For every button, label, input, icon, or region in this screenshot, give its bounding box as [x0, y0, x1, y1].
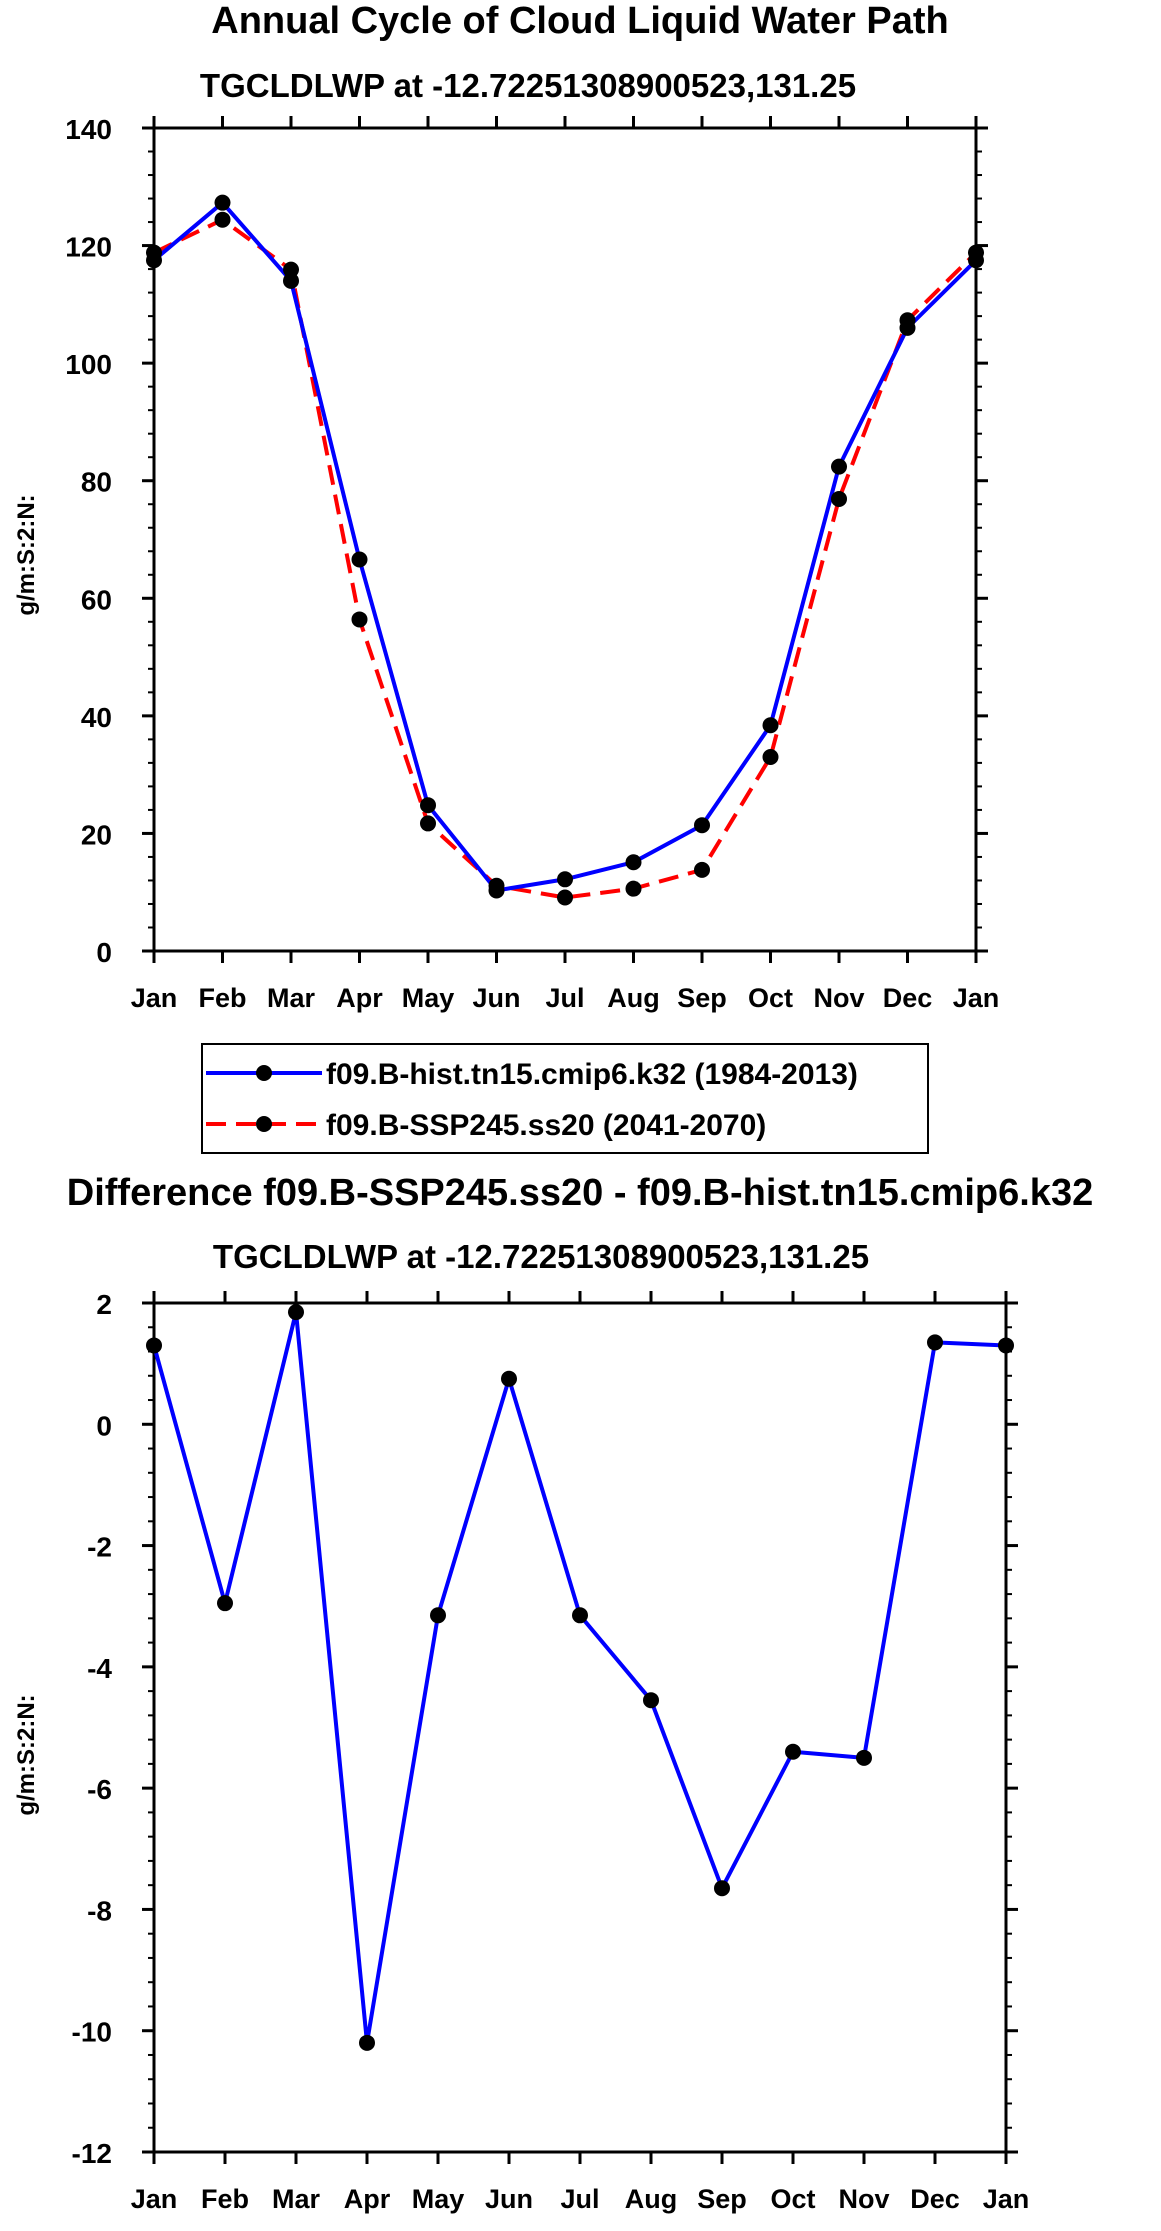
data-point-1	[351, 611, 368, 628]
plot-frame	[152, 1301, 1008, 2154]
y-tick-label: 2	[96, 1289, 112, 1320]
x-tick-label: Sep	[677, 983, 727, 1013]
plot-area: 0 20 40 60 80 100 120 140 Jan Feb Mar Apr May Jun Jul A…	[65, 114, 999, 1013]
y-axis-label: g/m:S:2:N:	[13, 1694, 40, 1815]
data-point-1	[831, 490, 847, 507]
data-point-0	[146, 1337, 162, 1354]
x-tick-label: Jun	[485, 2184, 533, 2214]
y-axis-label: g/m:S:2:N:	[13, 494, 40, 615]
annual-cycle-chart: Annual Cycle of Cloud Liquid Water Path …	[13, 0, 999, 1154]
data-point-0	[643, 1692, 659, 1709]
x-tick-label: Feb	[201, 2184, 249, 2214]
data-point-0	[557, 871, 573, 888]
data-point-0	[501, 1370, 517, 1387]
y-tick-label: 40	[81, 702, 112, 733]
y-tick-label: 140	[65, 114, 112, 145]
data-point-1	[283, 261, 299, 278]
y-tick-label: -4	[87, 1653, 112, 1684]
series-line-0	[152, 1310, 1007, 2045]
difference-chart: Difference f09.B-SSP245.ss20 - f09.B-his…	[13, 1172, 1093, 2214]
plot-frame	[152, 126, 978, 953]
x-tick-label: Aug	[607, 983, 659, 1013]
y-tick-label: 100	[65, 349, 112, 380]
x-tick-label: Dec	[910, 2184, 960, 2214]
data-point-0	[762, 717, 779, 734]
x-tick-label: Sep	[697, 2184, 747, 2214]
data-point-0	[288, 1304, 304, 1321]
x-tick-label: Jan	[131, 2184, 178, 2214]
data-point-0	[856, 1749, 872, 1766]
y-tick-label: -6	[87, 1774, 112, 1805]
y-tick-label: -12	[72, 2138, 112, 2169]
data-point-0	[572, 1607, 588, 1624]
y-tick-label: 0	[96, 1410, 112, 1441]
y-tick-label: -10	[72, 2017, 112, 2048]
x-tick-label: May	[412, 2184, 465, 2214]
legend-label-hist: f09.B-hist.tn15.cmip6.k32 (1984-2013)	[326, 1058, 858, 1091]
x-tick-label: Jan	[983, 2184, 1030, 2214]
data-point-0	[785, 1743, 801, 1760]
data-point-0	[351, 551, 368, 568]
data-point-0	[420, 797, 436, 814]
x-tick-label: Jan	[953, 983, 1000, 1013]
legend-box	[201, 1043, 929, 1154]
x-tick-label: Feb	[198, 983, 246, 1013]
y-tick-label: -2	[87, 1532, 112, 1563]
x-tick-label: Oct	[748, 983, 793, 1013]
x-tick-label: Nov	[838, 2184, 889, 2214]
data-point-0	[625, 854, 642, 871]
y-tick-label: 60	[81, 584, 112, 615]
data-point-1	[968, 244, 984, 261]
legend-marker-hist	[256, 1065, 272, 1081]
data-point-0	[831, 458, 847, 475]
data-point-0	[359, 2034, 375, 2051]
data-point-0	[214, 194, 231, 211]
y-tick-label: -8	[87, 1895, 112, 1926]
data-point-1	[420, 815, 436, 832]
x-tick-label: Nov	[813, 983, 864, 1013]
chart-subtitle: TGCLDLWP at -12.72251308900523,131.25	[200, 67, 856, 104]
data-point-0	[283, 272, 299, 289]
series-line-0	[152, 200, 978, 893]
chart-title: Annual Cycle of Cloud Liquid Water Path	[211, 0, 949, 42]
data-point-0	[217, 1595, 233, 1612]
chart-subtitle: TGCLDLWP at -12.72251308900523,131.25	[213, 1238, 869, 1275]
chart-title: Difference f09.B-SSP245.ss20 - f09.B-his…	[67, 1172, 1093, 1214]
data-point-0	[714, 1880, 730, 1897]
x-tick-label: Aug	[625, 2184, 677, 2214]
x-tick-label: Oct	[770, 2184, 815, 2214]
data-point-1	[146, 244, 162, 261]
data-point-1	[694, 861, 710, 878]
data-point-1	[488, 877, 505, 894]
y-tick-label: 120	[65, 232, 112, 263]
plot-area: -12 -10 -8 -6 -4 -2 0 2 Jan Feb Mar Apr May Jun Jul Aug…	[72, 1289, 1030, 2214]
data-point-0	[694, 817, 710, 834]
x-tick-label: May	[402, 983, 455, 1013]
data-point-1	[762, 749, 779, 766]
legend-label-ssp: f09.B-SSP245.ss20 (2041-2070)	[326, 1109, 766, 1142]
data-point-1	[625, 880, 642, 897]
x-tick-label: Jul	[560, 2184, 599, 2214]
y-tick-label: 0	[96, 937, 112, 968]
y-tick-label: 80	[81, 467, 112, 498]
x-tick-label: Apr	[336, 983, 383, 1013]
x-tick-label: Apr	[344, 2184, 391, 2214]
legend: f09.B-hist.tn15.cmip6.k32 (1984-2013) f0…	[201, 1043, 929, 1154]
x-tick-label: Mar	[272, 2184, 321, 2214]
y-tick-label: 20	[81, 819, 112, 850]
data-point-0	[998, 1337, 1014, 1354]
data-point-1	[557, 889, 573, 906]
data-point-1	[214, 211, 231, 228]
x-tick-label: Jun	[472, 983, 520, 1013]
data-point-0	[927, 1334, 943, 1351]
x-tick-label: Mar	[267, 983, 316, 1013]
x-tick-label: Jul	[545, 983, 584, 1013]
x-tick-label: Dec	[883, 983, 933, 1013]
data-point-0	[430, 1607, 446, 1624]
series-line-1	[153, 217, 978, 900]
data-point-1	[899, 312, 916, 329]
legend-marker-ssp	[256, 1116, 272, 1132]
x-tick-label: Jan	[131, 983, 178, 1013]
